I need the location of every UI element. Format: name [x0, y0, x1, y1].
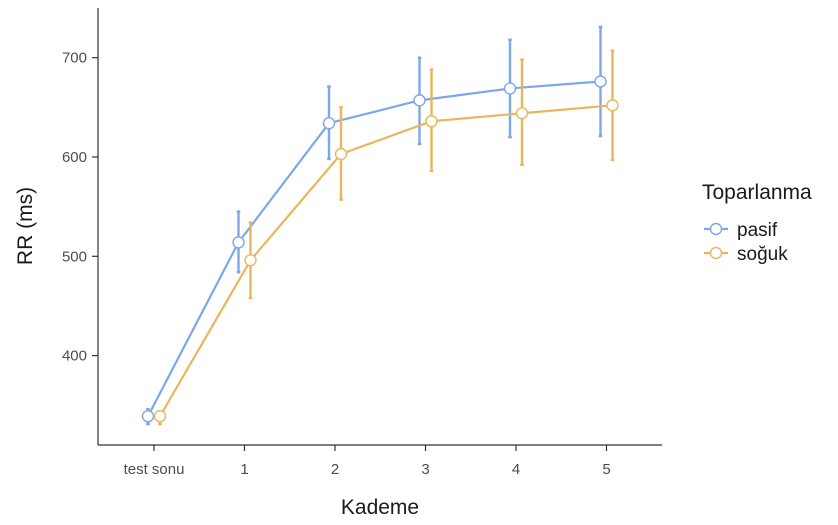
legend-label: pasif	[737, 220, 778, 241]
data-point	[425, 115, 438, 128]
data-point	[141, 409, 155, 423]
y-tick-label: 500	[62, 248, 87, 265]
y-axis-title: RR (ms)	[14, 187, 37, 265]
data-point	[334, 147, 348, 161]
data-point	[413, 94, 426, 107]
legend-item: pasif	[704, 220, 778, 241]
x-axis-title: Kademe	[341, 496, 419, 519]
y-tick-label: 700	[62, 50, 87, 67]
data-point	[244, 254, 257, 267]
y-tick-label: 600	[62, 149, 87, 166]
plot-marks	[141, 25, 619, 426]
legend-key-point	[709, 246, 723, 260]
x-tick-label: 5	[602, 461, 610, 478]
data-point	[503, 82, 517, 95]
data-point	[232, 236, 245, 249]
x-tick-label: 4	[512, 461, 520, 478]
x-axis-ticks: test sonu 1 2 3 4 5	[124, 445, 611, 478]
data-point	[322, 117, 336, 130]
series-line	[147, 80, 601, 417]
legend: Toparlanma pasif soğuk	[702, 181, 812, 265]
legend-item: soğuk	[704, 244, 788, 265]
x-tick-label: 2	[331, 461, 339, 478]
x-tick-label: 3	[421, 461, 429, 478]
series-line	[159, 104, 613, 417]
y-tick-label: 400	[62, 348, 87, 365]
data-point	[606, 99, 619, 112]
legend-title: Toparlanma	[702, 181, 812, 204]
data-point	[515, 107, 529, 120]
data-point	[153, 409, 167, 423]
series-1	[141, 25, 607, 426]
legend-label: soğuk	[737, 244, 788, 265]
series-2	[153, 49, 619, 426]
y-axis-ticks: 400 500 600 700	[62, 50, 98, 365]
x-tick-label: 1	[240, 461, 248, 478]
legend-key-point	[709, 222, 723, 236]
data-point	[594, 75, 607, 88]
x-tick-label: test sonu	[124, 461, 185, 478]
